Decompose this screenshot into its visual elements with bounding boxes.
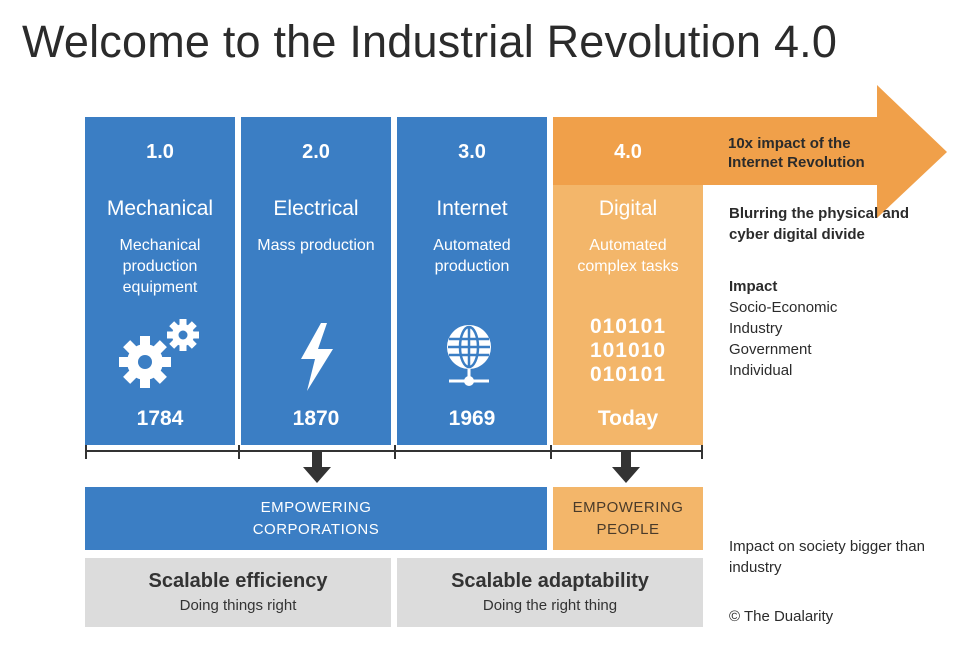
- stage-year: 1870: [292, 407, 340, 430]
- timeline-arrow: [553, 85, 947, 218]
- gears-icon: [85, 317, 235, 397]
- stage-description: Mass production: [257, 237, 375, 254]
- stage-number: 2.0: [302, 141, 330, 163]
- impact-item: Individual: [729, 362, 793, 379]
- society-text: Impact on society bigger than industry: [729, 538, 925, 576]
- copyright-text: © The Dualarity: [729, 608, 834, 625]
- stage-name: Internet: [436, 197, 508, 220]
- summary-subtext: Doing things right: [179, 597, 297, 614]
- impact-list: Socio-Economic Industry Government Indiv…: [729, 297, 837, 381]
- page-title: Welcome to the Industrial Revolution 4.0: [22, 16, 838, 67]
- globe-network-icon: [397, 317, 547, 397]
- stage-description: Automated complex tasks: [577, 237, 679, 275]
- summary-heading: Scalable adaptability: [451, 570, 649, 592]
- down-arrow-icon: [303, 451, 640, 483]
- stage-column-3: 3.0 Internet Automated production 1969: [397, 117, 547, 445]
- stage-number: 4.0: [614, 141, 642, 163]
- stage-column-1: 1.0 Mechanical Mechanical production equ…: [85, 117, 235, 445]
- stage-year: Today: [597, 407, 659, 430]
- stage-name: Digital: [598, 197, 658, 220]
- stage-year: 1969: [448, 407, 496, 430]
- stage-description: Automated production: [433, 237, 511, 275]
- impact-item: Government: [729, 341, 812, 358]
- stage-number: 1.0: [146, 141, 174, 163]
- blurring-text: Blurring the physical and cyber digital …: [729, 205, 910, 243]
- stage-number: 3.0: [458, 141, 486, 163]
- summary-subtext: Doing the right thing: [482, 597, 618, 614]
- impact-item: Socio-Economic: [729, 299, 838, 316]
- stage-description: Mechanical production equipment: [119, 237, 201, 296]
- summary-heading: Scalable efficiency: [148, 570, 328, 592]
- lightning-icon: [241, 317, 391, 397]
- empowering-corporations-band: EMPOWERING CORPORATIONS: [85, 487, 547, 550]
- stage-year: 1784: [136, 407, 184, 430]
- timeline-bracket: [85, 445, 703, 483]
- stage-column-2: 2.0 Electrical Mass production 1870: [241, 117, 391, 445]
- arrow-caption: 10x impact of the Internet Revolution: [728, 135, 865, 171]
- stage-column-4: Digital Automated complex tasks 010101 1…: [553, 185, 703, 445]
- empowering-people-band: EMPOWERING PEOPLE: [553, 487, 703, 550]
- stage-name: Mechanical: [106, 197, 214, 220]
- binary-code: 010101 101010 010101: [589, 315, 667, 386]
- impact-item: Industry: [729, 320, 783, 337]
- impact-heading: Impact: [729, 278, 778, 295]
- summary-box-efficiency: Scalable efficiency Doing things right: [85, 558, 391, 627]
- summary-box-adaptability: Scalable adaptability Doing the right th…: [397, 558, 703, 627]
- stage-name: Electrical: [273, 197, 359, 220]
